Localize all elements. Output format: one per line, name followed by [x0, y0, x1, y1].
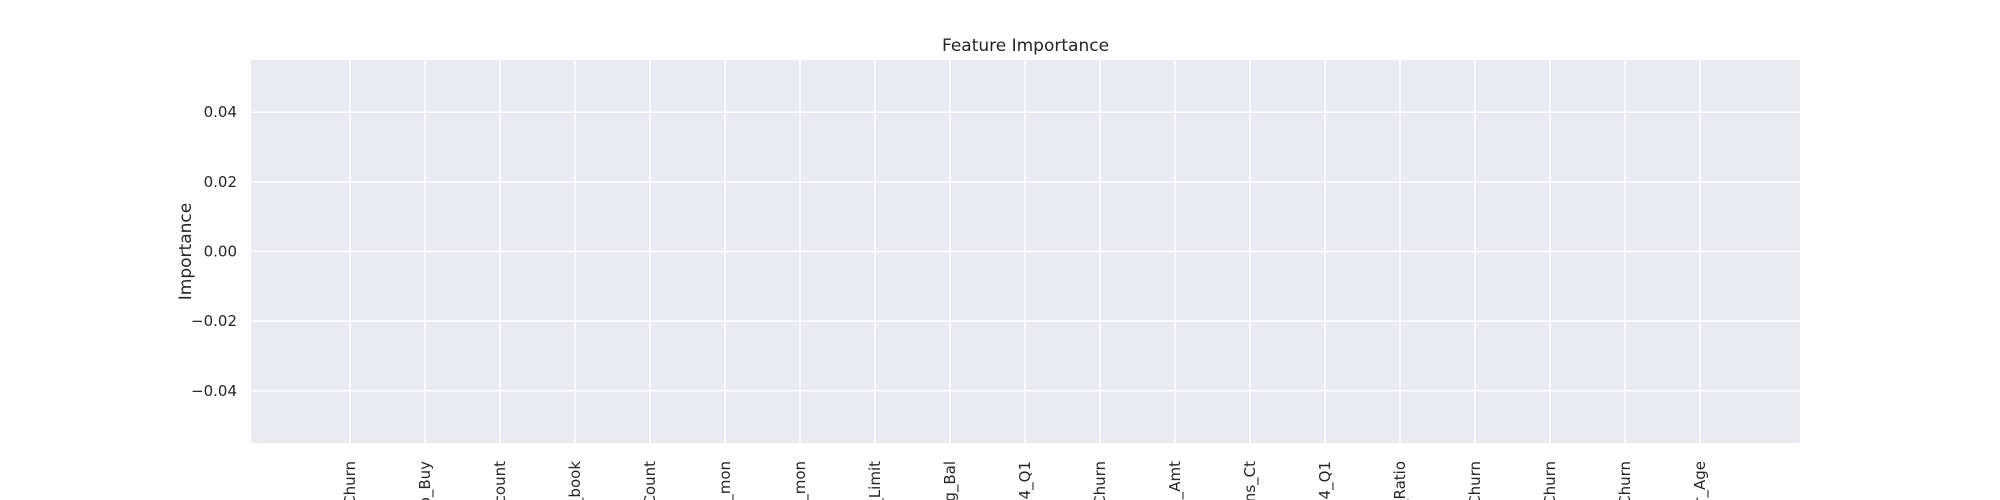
y-tick-label: −0.02 — [191, 312, 237, 330]
x-tick-label: s_Amt — [1166, 461, 1185, 500]
x-tick-label: _Ratio — [1391, 461, 1410, 500]
x-tick-label: Count — [641, 461, 659, 500]
y-axis-label: Importance — [176, 203, 196, 300]
x-tick-label: Churn — [341, 461, 359, 500]
x-tick-label: 4_Q1 — [1016, 461, 1035, 499]
x-tick-label: o_Buy — [416, 461, 435, 500]
y-tick-label: 0.00 — [204, 243, 237, 261]
x-gridlines — [349, 60, 1701, 443]
x-tick-label: count — [491, 461, 509, 500]
x-tick-label: Churn — [1616, 461, 1634, 500]
x-tick-label: Churn — [1091, 461, 1109, 500]
x-tick-label: Churn — [1541, 461, 1559, 500]
y-tick-labels: 0.04 0.02 0.00 −0.02 −0.04 — [191, 103, 237, 400]
x-tick-label: r_Age — [1691, 461, 1710, 500]
y-tick-label: 0.04 — [204, 103, 237, 121]
x-tick-label: 4_Q1 — [1316, 461, 1335, 499]
y-tick-label: −0.04 — [191, 382, 237, 400]
x-tick-label: _Limit — [866, 461, 885, 500]
x-tick-label: ns_Ct — [1241, 461, 1260, 500]
chart-title: Feature Importance — [942, 36, 1109, 56]
x-tick-label: Churn — [1466, 461, 1484, 500]
x-tick-label: _mon — [716, 461, 735, 500]
y-tick-label: 0.02 — [204, 173, 237, 191]
x-tick-label: _mon — [791, 461, 810, 500]
x-tick-label: g_Bal — [941, 461, 960, 500]
x-tick-labels: Churn o_Buy count _book Count _mon _mon _Limit g… — [341, 461, 1710, 500]
x-tick-label: _book — [566, 461, 585, 500]
